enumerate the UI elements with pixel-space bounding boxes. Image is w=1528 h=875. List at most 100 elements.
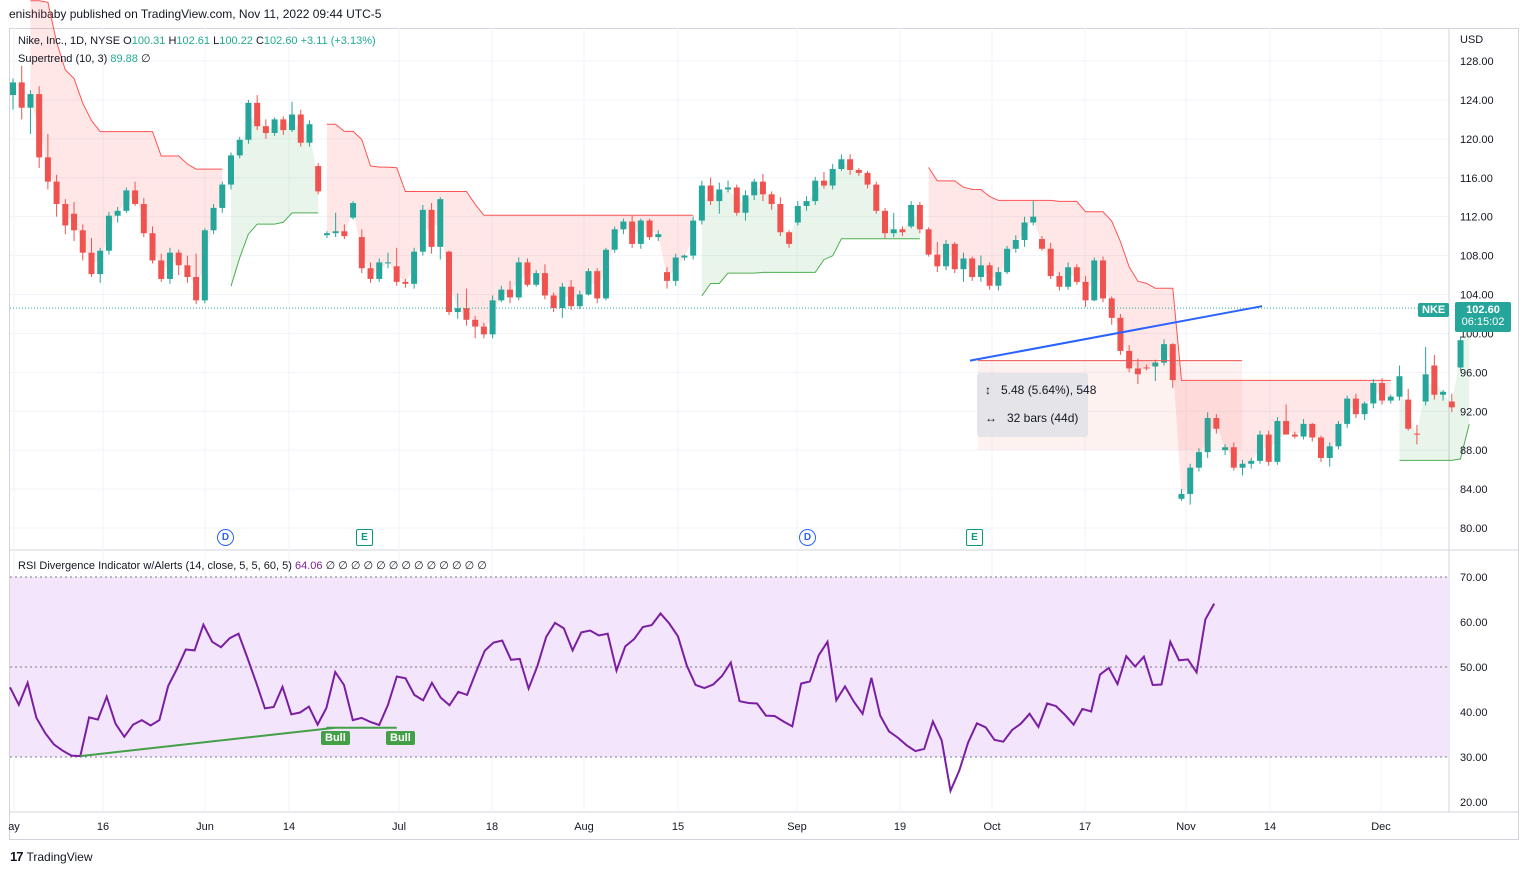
earnings-event-icon[interactable]: E — [966, 529, 983, 546]
candle-body — [446, 251, 452, 313]
candle-body — [402, 281, 409, 284]
price-tick-label: 80.00 — [1460, 523, 1488, 535]
candle-body — [62, 204, 69, 226]
candle-body — [820, 180, 827, 186]
time-tick-label: 14 — [283, 821, 295, 833]
earnings-event-icon[interactable]: E — [356, 529, 373, 546]
candle-body — [515, 262, 522, 298]
candle-body — [986, 265, 993, 286]
candle-body — [1448, 401, 1455, 408]
candle-body — [629, 221, 636, 244]
candle-body — [280, 119, 287, 131]
candle-body — [480, 326, 487, 335]
publisher-header: enishibaby published on TradingView.com,… — [9, 7, 382, 21]
dividend-event-icon[interactable]: D — [799, 529, 816, 546]
candle-body — [847, 159, 854, 170]
candle-body — [437, 199, 444, 247]
price-tick-label: 104.00 — [1460, 290, 1494, 302]
supertrend-layer — [30, 0, 1470, 497]
time-tick-label: 15 — [672, 821, 684, 833]
supertrend-up-fill — [701, 164, 920, 296]
candle-body — [419, 209, 426, 252]
candle-body — [332, 231, 339, 234]
footer-brand[interactable]: 17 TradingView — [10, 849, 93, 864]
measure-price: 5.48 (5.64%), 548 — [1001, 383, 1097, 397]
candle-body — [1117, 317, 1124, 351]
candle-body — [1169, 344, 1176, 381]
candle-body — [594, 271, 601, 299]
candle-body — [1309, 423, 1316, 438]
candle-body — [498, 289, 505, 301]
candle-body — [463, 308, 470, 320]
candle-body — [1326, 446, 1333, 458]
candle-body — [690, 220, 697, 256]
candle-body — [1091, 260, 1098, 301]
price-tag-countdown: 06:15:02 — [1461, 316, 1505, 328]
candle-body — [306, 124, 313, 143]
candle-body — [1012, 240, 1019, 249]
dividend-event-icon[interactable]: D — [217, 529, 234, 546]
bull-divergence-line — [80, 726, 336, 758]
main-legend: Nike, Inc., 1D, NYSE O100.31 H102.61 L10… — [18, 35, 376, 47]
candle-body — [873, 184, 880, 211]
candle-body — [934, 254, 941, 267]
candle-body — [1134, 368, 1141, 375]
candle-body — [1291, 434, 1298, 437]
candle-body — [1387, 396, 1394, 401]
candle-body — [1248, 460, 1255, 464]
candle-body — [236, 139, 243, 156]
supertrend-up-line — [1399, 424, 1470, 461]
rsi-line — [9, 603, 1216, 795]
time-tick-label: Sep — [787, 821, 807, 833]
candle-body — [149, 233, 156, 261]
candle-body — [1152, 362, 1159, 367]
candle-body — [977, 265, 984, 277]
candle-body — [114, 210, 121, 216]
candle-body — [1265, 434, 1272, 462]
candle-body — [585, 271, 592, 295]
candle-body — [245, 102, 252, 140]
rsi-tick-label: 30.00 — [1460, 752, 1488, 764]
candle-body — [18, 82, 25, 108]
candle-body — [559, 286, 566, 309]
time-tick-label: Dec — [1371, 821, 1391, 833]
chart-frame — [9, 28, 1519, 840]
candle-body — [637, 220, 644, 244]
candle-body — [533, 273, 540, 285]
candle-body — [376, 262, 383, 279]
candle-body — [925, 229, 932, 255]
candle-body — [1422, 374, 1429, 402]
time-tick-label: 17 — [1079, 821, 1091, 833]
candle-body — [664, 272, 670, 281]
candle-body — [1318, 437, 1324, 458]
candle-body — [44, 157, 51, 182]
supertrend-label: Supertrend (10, 3) — [18, 53, 108, 65]
supertrend-down-fill — [326, 124, 694, 331]
change-value: +3.11 (+3.13%) — [300, 35, 376, 47]
candle-body — [175, 252, 182, 266]
time-tick-label: Aug — [574, 821, 594, 833]
time-tick-label: Nov — [1176, 821, 1196, 833]
time-tick-label: 18 — [486, 821, 498, 833]
candle-body — [1352, 398, 1359, 415]
price-tick-label: 128.00 — [1460, 56, 1494, 68]
candle-body — [908, 204, 915, 227]
close-value: 102.60 — [263, 35, 298, 47]
candle-body — [1230, 447, 1237, 468]
candle-body — [184, 265, 191, 277]
candle-body — [315, 166, 322, 192]
candle-body — [759, 181, 766, 195]
candle-body — [1195, 452, 1202, 468]
candle-body — [1056, 276, 1063, 287]
time-tick-label: Jun — [196, 821, 214, 833]
candle-body — [568, 286, 575, 307]
candle-body — [411, 251, 418, 284]
candle-body — [646, 220, 653, 238]
candle-body — [140, 204, 147, 234]
candle-body — [803, 201, 810, 206]
candle-body — [786, 232, 793, 244]
candle-body — [1344, 398, 1351, 424]
candles-layer[interactable] — [10, 65, 1473, 505]
candle-body — [524, 262, 531, 285]
